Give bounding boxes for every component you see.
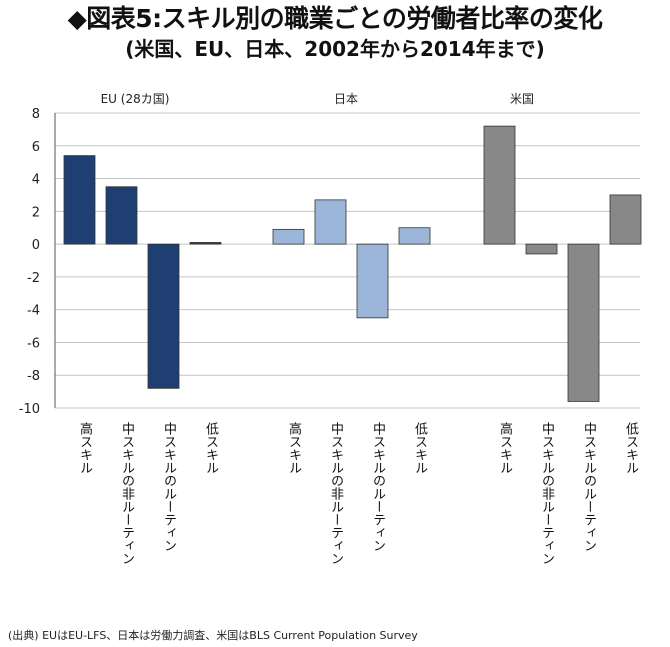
- chart-subtitle: (米国、EU、日本、2002年から2014年まで): [125, 37, 545, 61]
- bar: [272, 228, 305, 245]
- source-note: (出典) EUはEU-LFS、日本は労働力調査、米国はBLS Current P…: [8, 629, 418, 642]
- category-label: 中スキルのルーティン: [581, 422, 596, 552]
- bar: [609, 194, 642, 245]
- y-tick-label: 8: [32, 107, 40, 122]
- category-label: 低スキル: [412, 422, 428, 474]
- bar: [314, 199, 347, 245]
- category-label: 低スキル: [203, 422, 219, 474]
- group-label: EU (28カ国): [101, 92, 170, 106]
- y-tick-label: -6: [27, 336, 40, 351]
- bar: [398, 227, 431, 245]
- category-label: 高スキル: [497, 421, 513, 474]
- category-label: 高スキル: [77, 421, 93, 474]
- group-label: 米国: [510, 92, 534, 106]
- bar: [356, 243, 389, 319]
- y-tick-label: 2: [32, 205, 40, 220]
- bar: [525, 243, 558, 255]
- bar: [189, 242, 222, 245]
- category-label: 中スキルのルーティン: [370, 422, 385, 552]
- category-label: 中スキルのルーティン: [161, 422, 176, 552]
- y-tick-label: -8: [27, 369, 40, 384]
- y-tick-label: 4: [32, 173, 40, 188]
- bars: [63, 125, 642, 402]
- y-tick-label: 6: [32, 140, 40, 155]
- category-label: 高スキル: [286, 421, 302, 474]
- y-tick-label: 0: [32, 238, 40, 253]
- category-label: 中スキルの非ルーティン: [328, 422, 344, 565]
- gridlines: [55, 112, 640, 409]
- bar: [147, 243, 180, 389]
- bar: [105, 186, 138, 245]
- category-label: 中スキルの非ルーティン: [119, 422, 135, 565]
- bar: [63, 155, 96, 245]
- category-label: 中スキルの非ルーティン: [539, 422, 555, 565]
- bar: [483, 125, 516, 245]
- chart-title: ◆図表5:スキル別の職業ごとの労働者比率の変化: [67, 4, 603, 33]
- y-axis: 8 6 4 2 0 -2 -4 -6 -8 -10: [19, 107, 56, 417]
- y-tick-label: -10: [19, 402, 40, 417]
- y-tick-label: -4: [27, 304, 40, 319]
- category-labels: EU (28カ国) 高スキル 中スキルの非ルーティン 中スキルのルーティン 低スキル 日本…: [77, 92, 639, 565]
- y-tick-label: -2: [27, 271, 40, 286]
- group-label: 日本: [334, 92, 358, 106]
- bar: [567, 243, 600, 402]
- category-label: 低スキル: [623, 422, 639, 474]
